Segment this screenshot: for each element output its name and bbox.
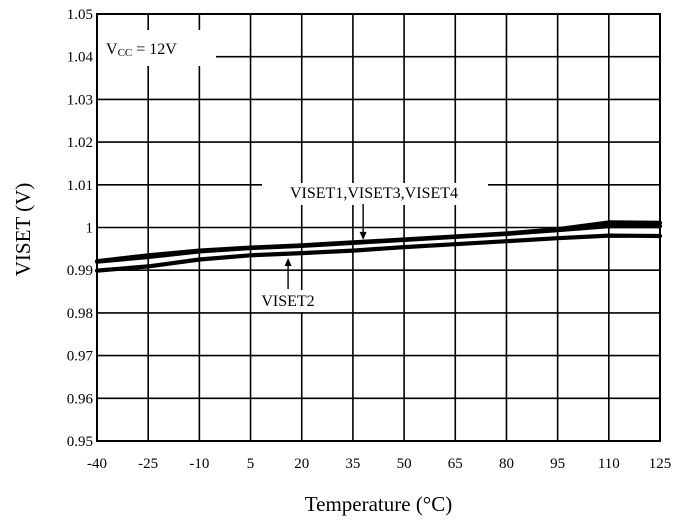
y-tick-label: 0.95 xyxy=(67,434,93,450)
viset2-arrow-head xyxy=(284,257,292,266)
viset134-label-bg xyxy=(262,183,488,205)
y-axis-title: VISET (V) xyxy=(11,183,35,277)
y-tick-label: 1 xyxy=(86,221,94,237)
y-tick-label: 1.03 xyxy=(67,92,93,108)
annotations: VCC = 12V VISET1,VISET3,VISET4 VISET2 xyxy=(98,30,488,312)
viset2-label: VISET2 xyxy=(261,293,314,310)
series-line-3 xyxy=(94,233,663,273)
y-tick-label: 1.02 xyxy=(67,135,93,151)
y-tick-labels: 0.95 0.96 0.97 0.98 0.99 1 1.01 1.02 1.03 1.04 1.0… xyxy=(67,7,94,450)
x-tick-label: -40 xyxy=(87,456,107,472)
x-tick-label: 35 xyxy=(345,456,360,472)
x-axis-title: Temperature (°C) xyxy=(305,492,452,516)
x-tick-label: 95 xyxy=(550,456,565,472)
y-tick-label: 1.05 xyxy=(67,7,93,23)
viset2-label-bg xyxy=(252,290,340,312)
x-tick-label: 80 xyxy=(499,456,514,472)
x-tick-label: 50 xyxy=(397,456,412,472)
y-tick-label: 1.01 xyxy=(67,178,93,194)
y-tick-label: 1.04 xyxy=(67,50,94,66)
series-line-2 xyxy=(94,224,663,264)
y-tick-label: 0.98 xyxy=(67,306,93,322)
y-tick-label: 0.96 xyxy=(67,391,94,407)
x-tick-label: 65 xyxy=(448,456,463,472)
x-tick-label: 5 xyxy=(247,456,255,472)
x-tick-label: 20 xyxy=(294,456,309,472)
vcc-label-bg xyxy=(98,30,216,66)
x-tick-label: -10 xyxy=(189,456,209,472)
series-group xyxy=(94,220,663,273)
x-tick-label: 125 xyxy=(649,456,672,472)
viset134-arrow-head xyxy=(359,231,367,240)
viset134-label: VISET1,VISET3,VISET4 xyxy=(290,185,458,202)
x-tick-label: 110 xyxy=(598,456,620,472)
x-tick-label: -25 xyxy=(138,456,158,472)
y-tick-label: 0.97 xyxy=(67,349,94,365)
vcc-label: VCC = 12V xyxy=(106,41,177,59)
plot-frame xyxy=(96,13,661,442)
y-tick-label: 0.99 xyxy=(67,263,93,279)
x-tick-labels: -40 -25 -10 5 20 35 50 65 80 95 110 125 xyxy=(87,456,671,472)
